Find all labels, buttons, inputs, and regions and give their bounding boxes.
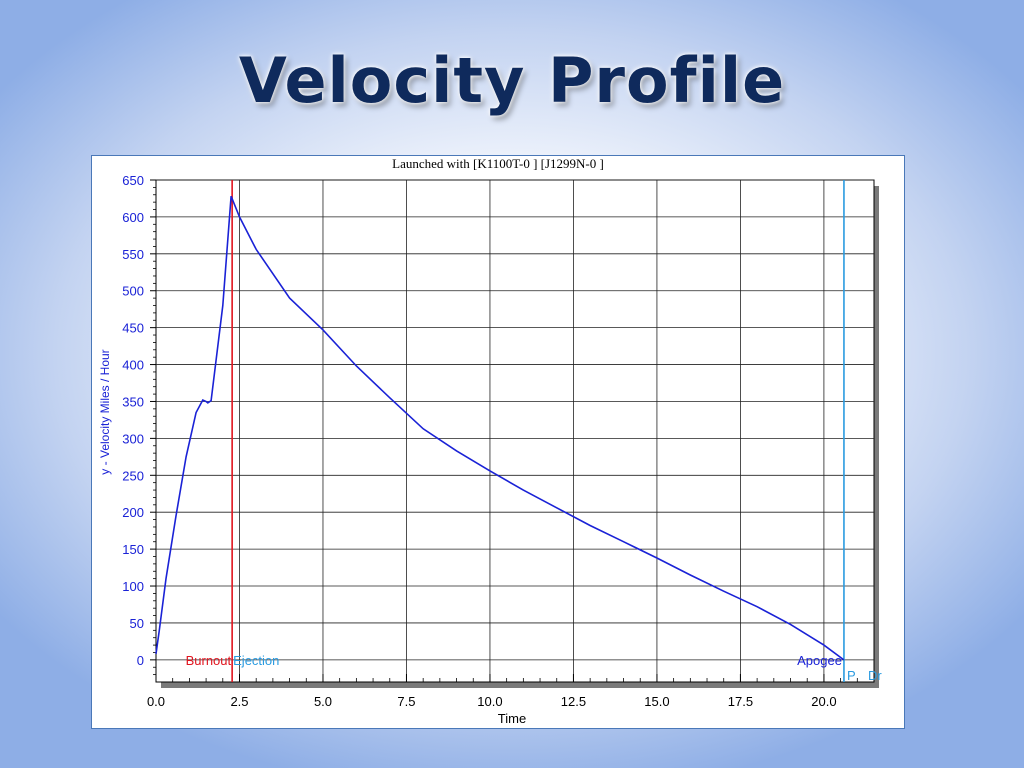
slide-title: Velocity Profile [238,44,786,117]
y-tick-label: 650 [122,173,144,188]
event-markers [231,180,845,682]
x-tick-label: 10.0 [477,694,502,709]
x-tick-label: 0.0 [147,694,165,709]
parachute-label: P [847,668,856,683]
x-tick-label: 7.5 [397,694,415,709]
x-tick-label: 2.5 [230,694,248,709]
burnout-label: Burnout [186,653,232,668]
y-tick-label: 50 [130,616,144,631]
y-tick-label: 150 [122,542,144,557]
x-axis-label: Time [498,711,526,726]
grid-lines [156,179,874,682]
event-marker-labels: Burnout Ejection Apogee P Dr [186,653,883,683]
x-tick-label: 12.5 [561,694,586,709]
ejection-label: Ejection [233,653,279,668]
apogee-label: Apogee [797,653,842,668]
y-tick-label: 550 [122,247,144,262]
velocity-chart: 0.0 2.5 5.0 7.5 10.0 12.5 15.0 17.5 20.0 650 600 55… [98,156,883,726]
velocity-series-line [155,195,845,661]
y-tick-label: 300 [122,431,144,446]
y-axis-label: y - Velocity Miles / Hour [98,349,112,474]
y-tick-label: 200 [122,505,144,520]
x-tick-label: 20.0 [811,694,836,709]
tick-labels: 0.0 2.5 5.0 7.5 10.0 12.5 15.0 17.5 20.0 650 600 55… [122,173,836,709]
x-tick-label: 15.0 [644,694,669,709]
y-tick-label: 350 [122,394,144,409]
x-tick-label: 5.0 [314,694,332,709]
y-tick-label: 100 [122,579,144,594]
y-tick-label: 0 [137,653,144,668]
y-tick-label: 600 [122,210,144,225]
x-tick-label: 17.5 [728,694,753,709]
y-tick-label: 250 [122,468,144,483]
y-tick-label: 400 [122,358,144,373]
y-tick-label: 450 [122,321,144,336]
axis-ticks [150,179,858,682]
drogue-label: Dr [868,668,882,683]
y-tick-label: 500 [122,284,144,299]
chart-title: Launched with [K1100T-0 ] [J1299N-0 ] [392,156,604,171]
chart-panel: 0.0 2.5 5.0 7.5 10.0 12.5 15.0 17.5 20.0 650 600 55… [91,155,905,729]
plot-area [155,179,875,683]
